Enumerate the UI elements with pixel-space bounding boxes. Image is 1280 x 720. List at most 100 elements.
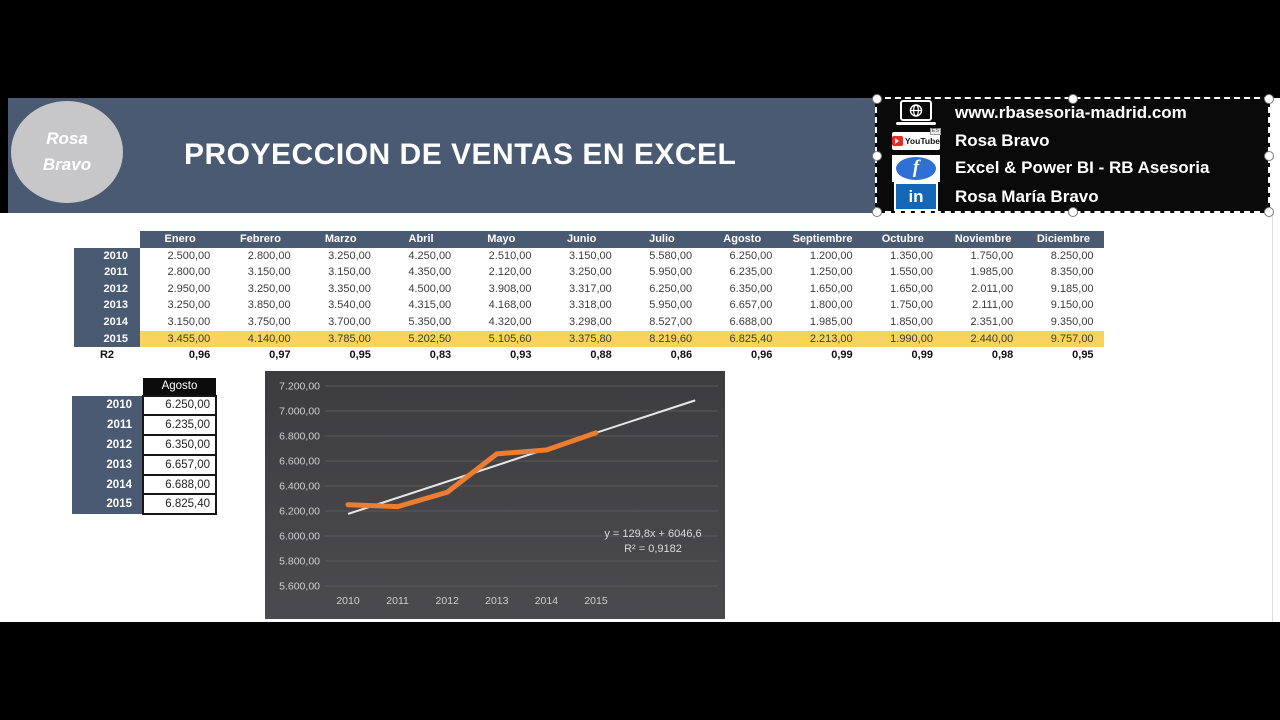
data-cell[interactable]: 8.250,00 xyxy=(1023,247,1104,265)
month-header-septiembre[interactable]: Septiembre xyxy=(782,231,863,248)
data-cell[interactable]: 4.320,00 xyxy=(461,313,542,331)
data-cell[interactable]: 2.500,00 xyxy=(140,247,221,265)
agosto-value-cell[interactable]: 6.250,00 xyxy=(142,394,217,417)
data-cell[interactable]: 5.350,00 xyxy=(380,313,462,331)
month-header-enero[interactable]: Enero xyxy=(140,231,221,248)
data-cell[interactable]: 5.580,00 xyxy=(621,247,703,265)
r2-cell[interactable]: 0,95 xyxy=(1072,349,1094,362)
data-cell[interactable]: 3.250,00 xyxy=(140,297,221,314)
data-cell[interactable]: 1.250,00 xyxy=(782,264,863,281)
month-header-febrero[interactable]: Febrero xyxy=(220,231,301,248)
data-cell[interactable]: 1.650,00 xyxy=(862,280,943,298)
agosto-year-cell[interactable]: 2010 xyxy=(72,395,143,416)
month-header-noviembre[interactable]: Noviembre xyxy=(942,231,1024,248)
data-cell[interactable]: 5.105,60 xyxy=(461,330,542,348)
r2-cell[interactable]: 0,99 xyxy=(911,349,933,362)
data-cell[interactable]: 3.250,00 xyxy=(300,247,381,265)
selection-handle[interactable] xyxy=(872,94,882,104)
data-cell[interactable]: 3.350,00 xyxy=(300,280,381,298)
data-cell[interactable]: 1.650,00 xyxy=(782,280,863,298)
data-cell[interactable]: 1.200,00 xyxy=(782,247,863,265)
r2-cell[interactable]: 0,88 xyxy=(590,349,612,362)
r2-cell[interactable]: 0,96 xyxy=(188,349,211,362)
r2-cell[interactable]: 0,98 xyxy=(991,349,1014,362)
data-cell[interactable]: 1.990,00 xyxy=(862,330,943,348)
agosto-year-cell[interactable]: 2012 xyxy=(72,435,143,455)
data-cell[interactable]: 3.850,00 xyxy=(220,297,301,314)
agosto-year-cell[interactable]: 2015 xyxy=(72,494,143,515)
month-header-junio[interactable]: Junio xyxy=(541,231,622,248)
trendline[interactable] xyxy=(347,399,696,515)
selection-handle[interactable] xyxy=(872,207,882,217)
month-header-marzo[interactable]: Marzo xyxy=(300,231,381,248)
data-cell[interactable]: 9.185,00 xyxy=(1023,280,1104,298)
data-cell[interactable]: 6.235,00 xyxy=(702,264,783,281)
r2-cell[interactable]: 0,95 xyxy=(349,349,371,362)
data-cell[interactable]: 5.950,00 xyxy=(621,297,703,314)
data-cell[interactable]: 2.800,00 xyxy=(220,247,301,265)
agosto-year-cell[interactable]: 2011 xyxy=(72,415,143,436)
data-cell[interactable]: 1.350,00 xyxy=(862,247,943,265)
data-cell[interactable]: 3.785,00 xyxy=(300,330,381,348)
data-cell[interactable]: 3.318,00 xyxy=(541,297,622,314)
data-cell[interactable]: 8.527,00 xyxy=(621,313,703,331)
data-cell[interactable]: 3.375,80 xyxy=(541,330,622,348)
selection-handle[interactable] xyxy=(872,151,882,161)
data-cell[interactable]: 5.202,50 xyxy=(380,330,462,348)
data-cell[interactable]: 5.950,00 xyxy=(621,264,703,281)
data-cell[interactable]: 8.219,60 xyxy=(621,330,703,348)
r2-cell[interactable]: 0,97 xyxy=(269,349,291,362)
year-cell-2012[interactable]: 2012 xyxy=(74,280,140,298)
year-cell-2013[interactable]: 2013 xyxy=(74,297,140,314)
data-cell[interactable]: 3.150,00 xyxy=(541,247,622,265)
selection-handle[interactable] xyxy=(1264,207,1274,217)
data-cell[interactable]: 2.111,00 xyxy=(942,297,1024,314)
data-cell[interactable]: 2.120,00 xyxy=(461,264,542,281)
data-cell[interactable]: 4.350,00 xyxy=(380,264,462,281)
data-cell[interactable]: 8.350,00 xyxy=(1023,264,1104,281)
data-cell[interactable]: 4.315,00 xyxy=(380,297,462,314)
month-header-julio[interactable]: Julio xyxy=(621,231,703,248)
data-cell[interactable]: 2.950,00 xyxy=(140,280,221,298)
r2-label[interactable]: R2 xyxy=(99,349,115,362)
month-header-abril[interactable]: Abril xyxy=(380,231,462,248)
data-cell[interactable]: 9.757,00 xyxy=(1023,330,1104,348)
month-header-diciembre[interactable]: Diciembre xyxy=(1023,231,1104,248)
r2-cell[interactable]: 0,99 xyxy=(831,349,853,362)
data-cell[interactable]: 3.700,00 xyxy=(300,313,381,331)
data-cell[interactable]: 9.150,00 xyxy=(1023,297,1104,314)
agosto-series-line[interactable] xyxy=(345,430,599,510)
data-cell[interactable]: 1.800,00 xyxy=(782,297,863,314)
data-cell[interactable]: 4.168,00 xyxy=(461,297,542,314)
selection-handle[interactable] xyxy=(1264,94,1274,104)
year-cell-2011[interactable]: 2011 xyxy=(74,264,140,281)
data-cell[interactable]: 4.250,00 xyxy=(380,247,462,265)
agosto-year-cell[interactable]: 2013 xyxy=(72,454,143,475)
year-cell-2010[interactable]: 2010 xyxy=(74,247,140,265)
social-panel[interactable]: www.rbasesoria-madrid.com YouTube ES Ros… xyxy=(872,94,1274,217)
data-cell[interactable]: 2.011,00 xyxy=(942,280,1024,298)
data-cell[interactable]: 3.540,00 xyxy=(300,297,381,314)
data-cell[interactable]: 1.750,00 xyxy=(942,247,1024,265)
data-cell[interactable]: 3.750,00 xyxy=(220,313,301,331)
data-cell[interactable]: 6.250,00 xyxy=(621,280,703,298)
data-cell[interactable]: 6.350,00 xyxy=(702,280,783,298)
data-cell[interactable]: 2.213,00 xyxy=(782,330,863,348)
year-cell-2014[interactable]: 2014 xyxy=(74,313,140,331)
selection-handle[interactable] xyxy=(1264,151,1274,161)
month-header-agosto[interactable]: Agosto xyxy=(702,231,783,248)
selection-handle[interactable] xyxy=(1068,207,1078,217)
agosto-value-cell[interactable]: 6.657,00 xyxy=(142,453,217,476)
year-cell-2015[interactable]: 2015 xyxy=(74,330,140,348)
data-cell[interactable]: 3.250,00 xyxy=(541,264,622,281)
data-cell[interactable]: 1.550,00 xyxy=(862,264,943,281)
data-cell[interactable]: 9.350,00 xyxy=(1023,313,1104,331)
data-cell[interactable]: 3.150,00 xyxy=(300,264,381,281)
selection-handle[interactable] xyxy=(1068,94,1078,104)
month-header-octubre[interactable]: Octubre xyxy=(862,231,943,248)
data-cell[interactable]: 3.908,00 xyxy=(461,280,542,298)
month-header-mayo[interactable]: Mayo xyxy=(461,231,542,248)
data-cell[interactable]: 2.510,00 xyxy=(461,247,542,265)
data-cell[interactable]: 3.317,00 xyxy=(541,280,622,298)
data-cell[interactable]: 2.800,00 xyxy=(140,264,221,281)
